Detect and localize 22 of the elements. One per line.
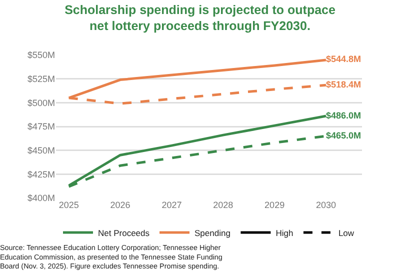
y-tick-label: $550M bbox=[27, 50, 55, 60]
x-tick-label: 2026 bbox=[110, 200, 130, 210]
x-tick-label: 2027 bbox=[162, 200, 182, 210]
x-tick-label: 2029 bbox=[264, 200, 285, 210]
y-tick-label: $475M bbox=[27, 122, 55, 132]
x-tick-label: 2030 bbox=[316, 200, 336, 210]
y-tick-label: $425M bbox=[27, 169, 55, 180]
y-tick-label: $400M bbox=[27, 193, 55, 204]
data-label: $518.4M bbox=[326, 79, 362, 90]
text: High bbox=[276, 228, 294, 238]
data-label: $465.0M bbox=[326, 130, 362, 140]
x-tick-label: 2028 bbox=[213, 200, 234, 210]
x-tick-label: 2025 bbox=[58, 200, 79, 210]
y-tick-label: $525M bbox=[27, 74, 55, 84]
data-label: $486.0M bbox=[326, 110, 362, 120]
legend-label: Net Proceeds bbox=[98, 228, 150, 238]
data-label: $544.8M bbox=[326, 54, 362, 64]
chart-title: Scholarship spending is projected to outpace net lottery proceeds through FY2030. bbox=[64, 2, 336, 34]
text: Low bbox=[338, 228, 355, 238]
legend-label: Spending bbox=[194, 228, 231, 238]
y-tick-label: $450M bbox=[27, 145, 55, 156]
y-tick-label: $500M bbox=[27, 98, 55, 108]
